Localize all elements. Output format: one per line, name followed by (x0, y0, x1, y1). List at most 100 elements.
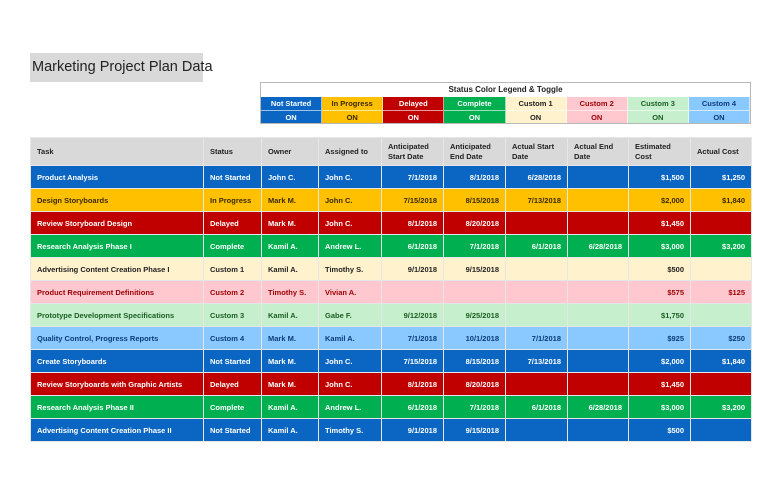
cell-assigned-to[interactable]: Vivian A. (318, 280, 382, 304)
cell-actual-start[interactable]: 6/1/2018 (505, 234, 568, 258)
col-anticipated-end[interactable]: Anticipated End Date (443, 137, 506, 166)
cell-status[interactable]: Not Started (203, 418, 262, 442)
cell-actual-end[interactable] (567, 165, 629, 189)
cell-estimated-cost[interactable]: $925 (628, 326, 691, 350)
col-status[interactable]: Status (203, 137, 262, 166)
cell-estimated-cost[interactable]: $3,000 (628, 234, 691, 258)
cell-anticipated-end[interactable] (443, 280, 506, 304)
cell-status[interactable]: Not Started (203, 165, 262, 189)
cell-actual-start[interactable] (505, 303, 568, 327)
cell-task[interactable]: Review Storyboards with Graphic Artists (30, 372, 204, 396)
cell-assigned-to[interactable]: John C. (318, 165, 382, 189)
col-actual-cost[interactable]: Actual Cost (690, 137, 752, 166)
cell-owner[interactable]: Mark M. (261, 326, 319, 350)
cell-anticipated-end[interactable]: 8/15/2018 (443, 188, 506, 212)
cell-anticipated-start[interactable]: 7/15/2018 (381, 188, 444, 212)
cell-assigned-to[interactable]: John C. (318, 349, 382, 373)
cell-anticipated-end[interactable]: 8/20/2018 (443, 372, 506, 396)
cell-estimated-cost[interactable]: $500 (628, 418, 691, 442)
cell-actual-end[interactable] (567, 188, 629, 212)
table-row[interactable]: Advertising Content Creation Phase II Not… (30, 418, 752, 442)
toggle-custom-2[interactable]: ON (566, 110, 628, 123)
cell-actual-cost[interactable] (690, 211, 752, 235)
cell-anticipated-end[interactable]: 8/20/2018 (443, 211, 506, 235)
toggle-custom-3[interactable]: ON (627, 110, 689, 123)
cell-anticipated-start[interactable]: 9/12/2018 (381, 303, 444, 327)
cell-actual-cost[interactable]: $1,840 (690, 349, 752, 373)
cell-anticipated-end[interactable]: 8/15/2018 (443, 349, 506, 373)
cell-task[interactable]: Product Requirement Definitions (30, 280, 204, 304)
table-row[interactable]: Product Analysis Not Started John C. John C… (30, 165, 752, 189)
cell-owner[interactable]: Kamil A. (261, 418, 319, 442)
cell-assigned-to[interactable]: Andrew L. (318, 234, 382, 258)
cell-actual-cost[interactable]: $125 (690, 280, 752, 304)
cell-owner[interactable]: Kamil A. (261, 234, 319, 258)
toggle-delayed[interactable]: ON (383, 110, 445, 123)
cell-assigned-to[interactable]: Kamil A. (318, 326, 382, 350)
cell-owner[interactable]: Mark M. (261, 211, 319, 235)
cell-estimated-cost[interactable]: $1,750 (628, 303, 691, 327)
cell-actual-end[interactable] (567, 303, 629, 327)
toggle-complete[interactable]: ON (444, 110, 506, 123)
col-owner[interactable]: Owner (261, 137, 319, 166)
cell-anticipated-end[interactable]: 10/1/2018 (443, 326, 506, 350)
cell-estimated-cost[interactable]: $1,450 (628, 372, 691, 396)
cell-status[interactable]: Complete (203, 395, 262, 419)
cell-task[interactable]: Product Analysis (30, 165, 204, 189)
cell-estimated-cost[interactable]: $1,500 (628, 165, 691, 189)
cell-anticipated-start[interactable]: 8/1/2018 (381, 372, 444, 396)
cell-status[interactable]: Delayed (203, 372, 262, 396)
cell-actual-end[interactable] (567, 418, 629, 442)
col-anticipated-start[interactable]: Anticipated Start Date (381, 137, 444, 166)
cell-estimated-cost[interactable]: $500 (628, 257, 691, 281)
cell-status[interactable]: Custom 4 (203, 326, 262, 350)
col-actual-end[interactable]: Actual End Date (567, 137, 629, 166)
cell-estimated-cost[interactable]: $1,450 (628, 211, 691, 235)
cell-task[interactable]: Advertising Content Creation Phase II (30, 418, 204, 442)
cell-anticipated-end[interactable]: 8/1/2018 (443, 165, 506, 189)
cell-actual-cost[interactable]: $250 (690, 326, 752, 350)
table-row[interactable]: Research Analysis Phase I Complete Kamil A… (30, 234, 752, 258)
toggle-in-progress[interactable]: ON (322, 110, 384, 123)
cell-owner[interactable]: Kamil A. (261, 257, 319, 281)
table-row[interactable]: Design Storyboards In Progress Mark M. John… (30, 188, 752, 212)
cell-owner[interactable]: Kamil A. (261, 395, 319, 419)
toggle-not-started[interactable]: ON (261, 110, 323, 123)
cell-status[interactable]: Delayed (203, 211, 262, 235)
cell-actual-cost[interactable]: $1,250 (690, 165, 752, 189)
cell-actual-end[interactable] (567, 280, 629, 304)
cell-assigned-to[interactable]: John C. (318, 188, 382, 212)
cell-assigned-to[interactable]: John C. (318, 211, 382, 235)
toggle-custom-1[interactable]: ON (505, 110, 567, 123)
cell-status[interactable]: Custom 3 (203, 303, 262, 327)
cell-actual-start[interactable] (505, 372, 568, 396)
cell-anticipated-end[interactable]: 7/1/2018 (443, 395, 506, 419)
cell-actual-end[interactable]: 6/28/2018 (567, 395, 629, 419)
cell-actual-end[interactable] (567, 326, 629, 350)
cell-actual-end[interactable]: 6/28/2018 (567, 234, 629, 258)
cell-actual-end[interactable] (567, 372, 629, 396)
cell-actual-cost[interactable]: $1,840 (690, 188, 752, 212)
cell-actual-start[interactable] (505, 280, 568, 304)
cell-task[interactable]: Advertising Content Creation Phase I (30, 257, 204, 281)
cell-anticipated-start[interactable]: 6/1/2018 (381, 395, 444, 419)
cell-actual-cost[interactable] (690, 303, 752, 327)
cell-anticipated-start[interactable]: 9/1/2018 (381, 257, 444, 281)
cell-task[interactable]: Research Analysis Phase II (30, 395, 204, 419)
cell-actual-cost[interactable] (690, 372, 752, 396)
table-row[interactable]: Review Storyboard Design Delayed Mark M. Jo… (30, 211, 752, 235)
cell-estimated-cost[interactable]: $3,000 (628, 395, 691, 419)
cell-status[interactable]: Custom 1 (203, 257, 262, 281)
cell-status[interactable]: Not Started (203, 349, 262, 373)
cell-actual-start[interactable] (505, 211, 568, 235)
cell-assigned-to[interactable]: Timothy S. (318, 418, 382, 442)
cell-estimated-cost[interactable]: $2,000 (628, 349, 691, 373)
cell-actual-end[interactable] (567, 257, 629, 281)
cell-actual-start[interactable] (505, 418, 568, 442)
cell-actual-cost[interactable] (690, 418, 752, 442)
cell-task[interactable]: Prototype Development Specifications (30, 303, 204, 327)
cell-estimated-cost[interactable]: $2,000 (628, 188, 691, 212)
table-row[interactable]: Advertising Content Creation Phase I Cust… (30, 257, 752, 281)
cell-status[interactable]: Custom 2 (203, 280, 262, 304)
